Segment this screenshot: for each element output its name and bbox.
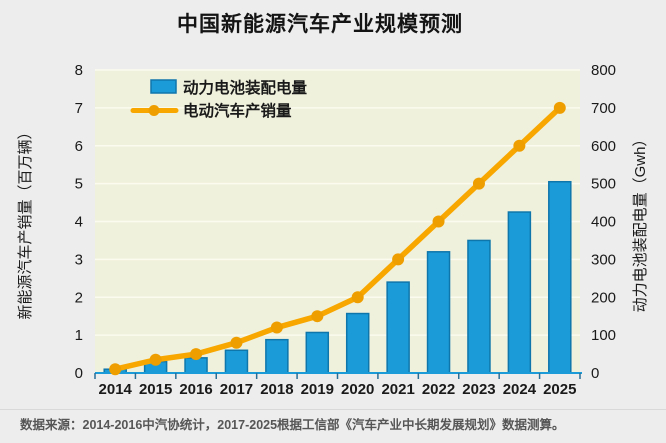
bar-2020 (345, 312, 370, 374)
bar-2019 (305, 331, 330, 374)
line-marker-2021 (392, 253, 405, 266)
bar-2022 (426, 251, 451, 374)
line-marker-2023 (472, 177, 485, 190)
right-axis-title: 动力电池装配电量（Gwh） (632, 132, 649, 313)
line-marker-2025 (553, 101, 566, 114)
legend-marker-icon (148, 105, 160, 116)
line-marker-2024 (513, 139, 526, 152)
legend-bar-swatch-icon (150, 79, 177, 94)
x-tick-label: 2018 (260, 381, 293, 398)
x-tick-label: 2016 (179, 381, 212, 398)
bar-2021 (386, 281, 410, 374)
bar-2025 (548, 180, 572, 374)
line-marker-2017 (230, 336, 243, 349)
left-axis-title: 新能源汽车产销量（百万辆） (17, 124, 34, 319)
bar-2017 (224, 349, 249, 374)
left-tick-label: 3 (75, 251, 83, 268)
left-tick-label: 4 (75, 214, 83, 231)
footer-divider (0, 409, 666, 410)
x-tick-label: 2022 (422, 381, 455, 398)
left-tick-label: 8 (75, 62, 83, 79)
right-tick-label: 300 (591, 251, 616, 268)
left-tick-label: 5 (75, 176, 83, 193)
left-tick-label: 1 (75, 327, 83, 344)
x-tick-label: 2024 (503, 381, 537, 398)
right-tick-label: 200 (591, 289, 616, 306)
bar-2023 (467, 239, 491, 374)
right-tick-label: 600 (591, 138, 616, 155)
line-marker-2018 (270, 321, 283, 334)
legend-label-battery: 动力电池装配电量 (183, 78, 308, 97)
bar-2016 (184, 357, 208, 374)
x-tick-label: 2021 (381, 381, 414, 398)
right-tick-label: 0 (591, 365, 599, 382)
line-marker-2022 (432, 215, 445, 228)
bar-2024 (507, 211, 532, 374)
left-tick-label: 6 (75, 138, 83, 155)
line-marker-2014 (109, 363, 122, 376)
x-tick-label: 2020 (341, 381, 374, 398)
right-tick-label: 100 (591, 327, 616, 344)
trend-line (112, 105, 563, 372)
line-marker-2015 (149, 353, 162, 366)
data-source-note: 数据来源：2014-2016中汽协统计，2017-2025根据工信部《汽车产业中… (20, 418, 565, 432)
line-marker-2019 (311, 310, 324, 323)
line-marker-2016 (190, 348, 203, 361)
line-marker-2020 (351, 291, 364, 304)
x-tick-label: 2015 (139, 381, 172, 398)
x-tick-label: 2025 (543, 381, 576, 398)
left-tick-label: 2 (75, 289, 83, 306)
bar-2018 (265, 338, 289, 374)
right-tick-label: 400 (591, 214, 616, 231)
left-tick-label: 0 (75, 365, 83, 382)
right-tick-label: 500 (591, 176, 616, 193)
x-tick-label: 2017 (220, 381, 253, 398)
legend-label-ev-sales: 电动汽车产销量 (183, 101, 292, 120)
left-tick-label: 7 (75, 100, 83, 117)
right-tick-label: 700 (591, 100, 616, 117)
right-tick-label: 800 (591, 62, 616, 79)
x-tick-label: 2019 (301, 381, 334, 398)
x-tick-label: 2014 (99, 381, 133, 398)
x-tick-label: 2023 (462, 381, 495, 398)
chart-title: 中国新能源汽车产业规模预测 (177, 13, 463, 36)
